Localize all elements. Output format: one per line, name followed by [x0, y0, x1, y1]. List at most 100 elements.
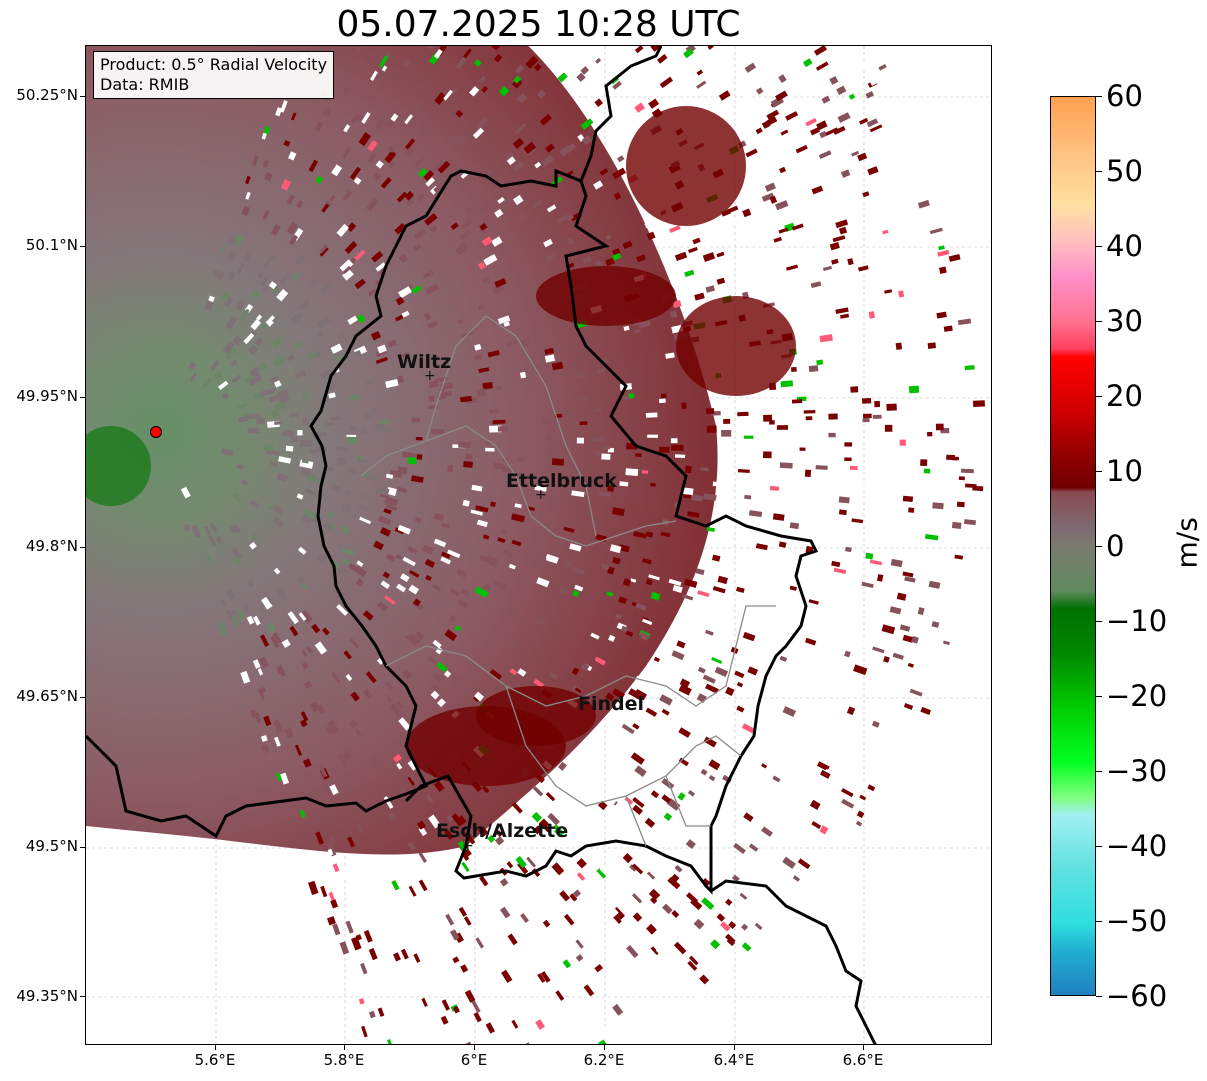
admin-border: [360, 425, 677, 547]
radar-gate: [846, 476, 854, 481]
lat-label: 50.1°N: [25, 236, 78, 254]
radar-gate: [367, 474, 379, 482]
radar-gate: [479, 875, 489, 887]
radar-gate: [598, 491, 611, 498]
radar-gate: [502, 549, 513, 557]
radar-gate: [479, 223, 488, 231]
colorbar-tick-label: 40: [1106, 229, 1143, 263]
radar-gate: [855, 820, 863, 827]
radar-gate: [488, 409, 500, 414]
radar-gate: [874, 400, 881, 408]
radar-gate: [715, 861, 724, 870]
radar-gate: [825, 127, 839, 136]
radar-gate: [424, 558, 436, 568]
radar-gate: [443, 670, 452, 678]
radar-gate: [457, 318, 464, 325]
radar-gate: [322, 522, 333, 531]
radar-gate: [678, 757, 689, 767]
radar-gate: [499, 878, 509, 887]
radar-gate: [523, 141, 537, 155]
radar-gate: [351, 936, 362, 951]
radar-gate: [380, 580, 391, 589]
radar-gate: [393, 99, 402, 109]
radar-gate: [365, 671, 377, 684]
radar-gate: [840, 169, 851, 178]
radar-gate: [718, 90, 731, 101]
radar-gate: [703, 736, 717, 748]
radar-gate: [601, 563, 610, 570]
radar-gate: [921, 246, 929, 251]
radar-gate: [302, 391, 310, 400]
radar-gate: [785, 111, 799, 121]
radar-gate: [489, 668, 503, 680]
radar-gate: [469, 86, 480, 97]
radar-gate: [414, 516, 422, 524]
radar-gate: [416, 820, 426, 830]
radar-gate: [780, 380, 794, 388]
radar-gate: [371, 407, 379, 415]
radar-gate: [857, 152, 868, 162]
radar-gate: [441, 522, 450, 529]
radar-gate: [834, 46, 848, 53]
radar-gate: [841, 788, 854, 798]
radar-gate: [590, 632, 600, 640]
radar-gate: [645, 412, 658, 418]
radar-gate: [210, 360, 220, 371]
radar-gate: [231, 614, 239, 627]
radar-gate: [273, 355, 287, 368]
radar-gate: [931, 621, 940, 628]
radar-gate: [239, 308, 250, 321]
radar-gate: [779, 166, 787, 174]
radar-gate: [245, 191, 251, 200]
radar-gate: [640, 632, 650, 641]
radar-gate: [308, 880, 319, 896]
radar-gate: [935, 423, 944, 431]
radar-gate: [902, 634, 914, 643]
radar-gate: [385, 682, 394, 690]
radar-gate: [273, 567, 281, 575]
radar-gate: [813, 46, 827, 56]
radar-gate: [879, 355, 891, 363]
radar-gate: [666, 798, 681, 811]
radar-gate: [261, 596, 273, 610]
radar-gate: [480, 200, 493, 212]
radar-gate: [843, 54, 851, 61]
radar-gate: [556, 214, 569, 224]
radar-gate: [243, 250, 253, 262]
radar-gate: [845, 546, 852, 553]
radar-gate: [274, 401, 287, 411]
radar-gate: [252, 659, 261, 669]
radar-gate: [492, 419, 506, 424]
radar-gate: [275, 107, 283, 117]
radar-gate: [387, 339, 397, 348]
radar-gate: [361, 1025, 368, 1038]
radar-gate: [725, 686, 735, 696]
radar-gate: [452, 674, 460, 682]
radar-gate: [402, 556, 416, 567]
radar-gate: [745, 148, 758, 158]
radar-gate: [326, 511, 335, 519]
radar-gate: [819, 130, 828, 139]
radar-gate: [769, 485, 780, 491]
echo-cluster: [626, 106, 746, 226]
radar-gate: [782, 770, 790, 777]
radar-gate: [827, 578, 841, 588]
radar-gate: [908, 507, 915, 513]
radar-gate: [557, 72, 568, 83]
radar-gate: [973, 400, 985, 407]
radar-gate: [889, 606, 902, 615]
radar-gate: [383, 508, 392, 515]
radar-gate: [687, 790, 696, 797]
radar-gate: [398, 286, 412, 299]
radar-gate: [501, 197, 512, 207]
radar-gate: [648, 98, 660, 109]
radar-gate: [756, 87, 764, 95]
radar-gate: [354, 249, 366, 261]
radar-gate: [332, 923, 341, 936]
radar-gate: [844, 650, 851, 658]
radar-gate: [388, 160, 396, 169]
radar-gate: [669, 310, 678, 319]
radar-gate: [613, 802, 625, 813]
radar-gate: [474, 691, 485, 702]
radar-gate: [833, 126, 846, 135]
